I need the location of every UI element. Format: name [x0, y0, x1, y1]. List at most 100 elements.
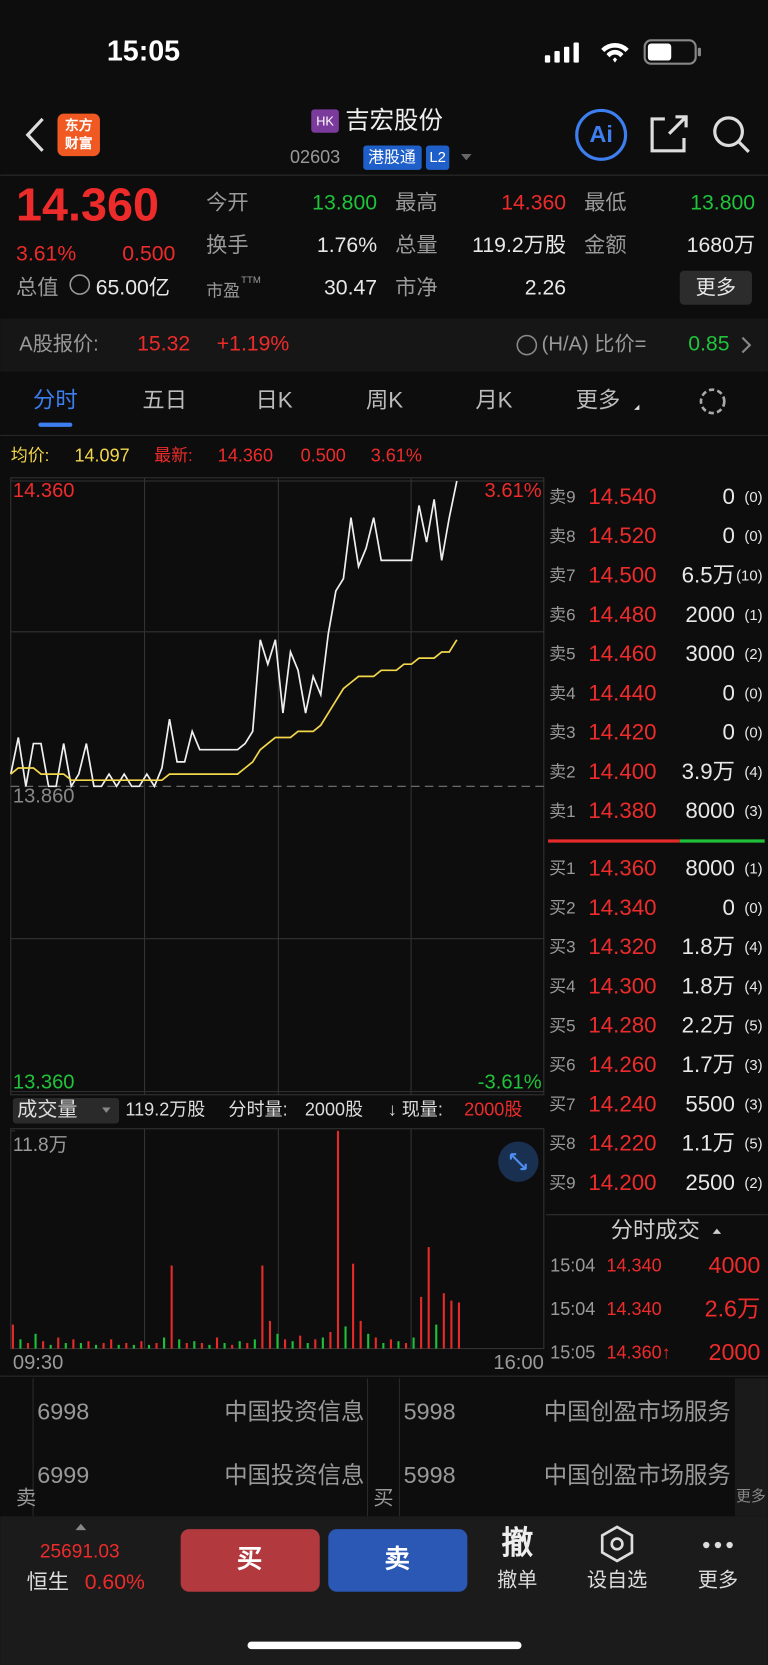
- volume-bar: [193, 1341, 196, 1349]
- a-share-price: 15.32: [137, 333, 190, 356]
- book-level: 卖5: [549, 645, 575, 664]
- dropdown-arrow: [460, 153, 472, 161]
- y-tick-label: 11.8万: [13, 1135, 68, 1156]
- tab[interactable]: 五日: [142, 387, 187, 412]
- back-button[interactable]: [25, 117, 44, 152]
- home-indicator: [247, 1641, 522, 1650]
- market-cap: 65.00亿: [96, 275, 170, 299]
- trade-price: 14.340: [606, 1299, 661, 1319]
- tab-indicator: [38, 422, 73, 427]
- more-icon[interactable]: [703, 1541, 733, 1549]
- volume-bar: [34, 1333, 37, 1349]
- trade-volume: 4000: [708, 1252, 760, 1278]
- trade-volume: 2000: [708, 1339, 760, 1365]
- volume-bar: [125, 1343, 128, 1349]
- book-count: (0): [744, 529, 762, 545]
- watchlist-icon[interactable]: [600, 1525, 634, 1563]
- stock-name: 吉宏股份: [345, 108, 443, 135]
- settings-button[interactable]: [699, 388, 726, 415]
- current-volume-label: ↓ 现量:: [388, 1099, 443, 1119]
- latest-value: 14.360: [218, 445, 273, 465]
- action-label: 撤单: [497, 1568, 537, 1591]
- volume-bar: [374, 1337, 377, 1349]
- book-count: (10): [736, 569, 762, 585]
- volume-bar: [42, 1341, 45, 1349]
- ratio-value: 0.85: [688, 333, 729, 356]
- book-count: (4): [744, 765, 762, 781]
- book-volume: 5500: [685, 1091, 735, 1116]
- more-column[interactable]: [734, 1378, 768, 1517]
- book-price: 14.540: [588, 484, 656, 509]
- book-volume: 3.9万: [682, 759, 735, 784]
- tab[interactable]: 更多: [576, 387, 621, 412]
- book-level: 卖8: [549, 527, 575, 546]
- volume-bar: [208, 1344, 211, 1349]
- avg-value: 14.097: [74, 445, 129, 465]
- market-cap-label: 总值: [16, 275, 58, 299]
- volume-bar: [140, 1341, 143, 1349]
- cancel-icon: 撤: [501, 1524, 533, 1560]
- book-price: 14.520: [588, 523, 656, 548]
- book-level: 买9: [549, 1173, 575, 1192]
- book-price: 14.460: [588, 641, 656, 666]
- info-icon: [69, 274, 91, 295]
- dropdown-arrow: [102, 1107, 111, 1113]
- watchlist-icon-dot: [610, 1537, 624, 1551]
- change-pct: 3.61%: [16, 242, 76, 265]
- book-level: 买3: [549, 938, 575, 957]
- share-button[interactable]: [650, 115, 688, 153]
- broker-more: 更多: [736, 1488, 766, 1505]
- book-count: (3): [744, 1097, 762, 1113]
- volume-bar: [72, 1339, 75, 1349]
- volume-bar: [253, 1339, 256, 1349]
- search-button[interactable]: [713, 116, 750, 153]
- tab[interactable]: 月K: [475, 387, 512, 412]
- trade-price: 14.360↑: [606, 1343, 670, 1363]
- book-level: 买7: [549, 1095, 575, 1114]
- volume-bar: [367, 1333, 370, 1349]
- volume-bar: [299, 1335, 302, 1349]
- a-share-change: +1.19%: [217, 333, 290, 356]
- trade-price: 14.340: [606, 1256, 661, 1276]
- trade-time: 15:05: [550, 1343, 595, 1363]
- sell-button[interactable]: [328, 1529, 468, 1592]
- market-badge: [311, 109, 339, 133]
- volume-bar: [420, 1296, 423, 1349]
- trades-arrow: [712, 1228, 722, 1234]
- book-count: (4): [744, 979, 762, 995]
- avg-label: 均价:: [11, 446, 50, 465]
- market-badge-text: HK: [316, 113, 334, 128]
- book-volume: 1.1万: [682, 1131, 735, 1156]
- volume-bar: [79, 1343, 82, 1349]
- book-level: 买8: [549, 1134, 575, 1153]
- index-change: 0.60%: [85, 1571, 145, 1594]
- book-count: (0): [744, 490, 762, 506]
- volume-bar: [283, 1339, 287, 1349]
- volume-bar: [11, 1324, 14, 1349]
- volume-bar: [442, 1293, 445, 1349]
- tab[interactable]: 日K: [256, 387, 293, 412]
- book-volume: 1.8万: [682, 934, 735, 959]
- buy-label: 买: [237, 1546, 262, 1574]
- trades-panel: [545, 1210, 768, 1372]
- volume-bar: [215, 1337, 219, 1349]
- volume-bar: [427, 1247, 430, 1349]
- volume-bar: [344, 1326, 347, 1349]
- volume-bar: [276, 1333, 279, 1349]
- tab[interactable]: 分时: [33, 387, 78, 412]
- ai-button[interactable]: [575, 108, 628, 161]
- volume-selector[interactable]: [12, 1097, 120, 1124]
- stat-value: 13.800: [312, 191, 377, 214]
- volume-bar: [87, 1341, 90, 1349]
- tab[interactable]: 周K: [366, 387, 403, 412]
- book-price: 14.340: [588, 895, 656, 920]
- book-count: (1): [744, 862, 762, 878]
- more-button[interactable]: [679, 270, 752, 305]
- buy-button[interactable]: [180, 1529, 320, 1592]
- tag: 港股通: [368, 148, 416, 166]
- index-name: 恒生: [27, 1570, 69, 1594]
- volume-bar: [185, 1343, 188, 1349]
- book-price: 14.420: [588, 720, 656, 745]
- logo-text: 东方: [65, 117, 93, 133]
